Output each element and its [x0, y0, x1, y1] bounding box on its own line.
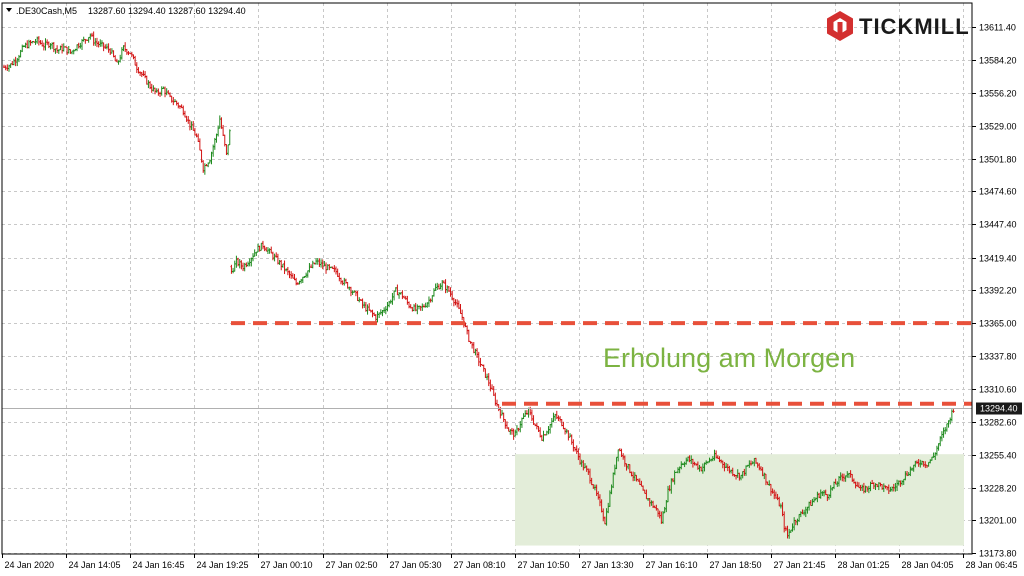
- y-tick-label: 13584.20: [979, 56, 1017, 66]
- current-price-tag-text: 13294.40: [980, 404, 1018, 414]
- x-tick-label: 27 Jan 08:10: [454, 560, 506, 570]
- grid: [2, 3, 972, 554]
- x-tick-label: 24 Jan 2020: [5, 560, 55, 570]
- dashed-levels: [2, 321, 972, 409]
- y-tick-label: 13419.40: [979, 254, 1017, 264]
- y-tick-label: 13255.40: [979, 451, 1017, 461]
- x-tick-label: 27 Jan 00:10: [261, 560, 313, 570]
- y-tick-label: 13365.00: [979, 319, 1017, 329]
- x-tick-label: 27 Jan 16:10: [646, 560, 698, 570]
- y-tick-label: 13529.00: [979, 122, 1017, 132]
- axes: 13611.40 13584.20 13556.20 13529.00 13501.80…: [1, 2, 1018, 570]
- x-tick-label: 27 Jan 21:45: [774, 560, 826, 570]
- y-tick-label: 13474.60: [979, 187, 1017, 197]
- y-tick-label: 13611.40: [979, 23, 1016, 33]
- plot-border: [1, 2, 973, 555]
- chart-header: .DE30Cash,M5 13287.60 13294.40 13287.60 …: [6, 6, 246, 16]
- x-tick-label: 27 Jan 10:50: [518, 560, 570, 570]
- tickmill-logo-icon: [827, 11, 853, 41]
- y-tick-label: 13392.20: [979, 286, 1017, 296]
- current-price-tag: 13294.40: [976, 402, 1022, 415]
- candle: [952, 409, 955, 413]
- x-tick-label: 24 Jan 19:25: [197, 560, 249, 570]
- x-tick-label: 24 Jan 16:45: [133, 560, 185, 570]
- ohlc-label: 13287.60 13294.40 13287.60 13294.40: [88, 6, 246, 16]
- x-tick-label: 28 Jan 01:25: [838, 560, 890, 570]
- y-tick-label: 13310.60: [979, 385, 1017, 395]
- y-tick-label: 13282.60: [979, 418, 1017, 428]
- annotation-text: Erholung am Morgen: [603, 343, 855, 373]
- x-tick-label: 24 Jan 14:05: [69, 560, 121, 570]
- x-tick-label: 27 Jan 02:50: [326, 560, 378, 570]
- y-tick-label: 13228.20: [979, 484, 1017, 494]
- x-tick-label: 28 Jan 04:05: [902, 560, 954, 570]
- x-tick-label: 27 Jan 13:30: [582, 560, 634, 570]
- y-tick-label: 13556.20: [979, 89, 1017, 99]
- tickmill-logo: TICKMILL: [827, 11, 970, 41]
- y-tick-label: 13337.80: [979, 352, 1017, 362]
- x-tick-label: 28 Jan 06:45: [966, 560, 1018, 570]
- symbol-label: .DE30Cash,M5: [16, 6, 77, 16]
- y-tick-label: 13501.80: [979, 155, 1017, 165]
- dropdown-triangle-icon[interactable]: [6, 8, 12, 12]
- y-tick-label: 13173.80: [979, 549, 1017, 559]
- x-tick-label: 27 Jan 18:50: [710, 560, 762, 570]
- current-price-tag-background: [976, 402, 1022, 415]
- candle: [228, 129, 231, 146]
- y-tick-label: 13201.00: [979, 516, 1017, 526]
- x-tick-label: 27 Jan 05:30: [390, 560, 442, 570]
- support-zone: [515, 454, 964, 546]
- y-tick-label: 13447.40: [979, 220, 1017, 230]
- support-zone-rect: [515, 454, 964, 546]
- tickmill-logo-text: TICKMILL: [859, 14, 970, 39]
- candles: [3, 31, 955, 539]
